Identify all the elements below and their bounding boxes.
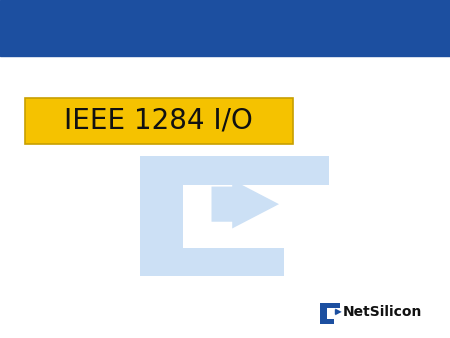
FancyBboxPatch shape (25, 98, 292, 144)
Bar (140, 185, 183, 248)
Bar (140, 156, 328, 185)
FancyArrow shape (212, 180, 279, 228)
Text: NetSilicon: NetSilicon (343, 305, 422, 319)
Bar (320, 303, 340, 308)
Bar (140, 248, 284, 276)
Bar (320, 308, 327, 319)
Bar (0, 0, 450, 56)
Text: IEEE 1284 I/O: IEEE 1284 I/O (64, 107, 253, 135)
FancyArrow shape (335, 309, 342, 315)
Bar (320, 319, 334, 324)
